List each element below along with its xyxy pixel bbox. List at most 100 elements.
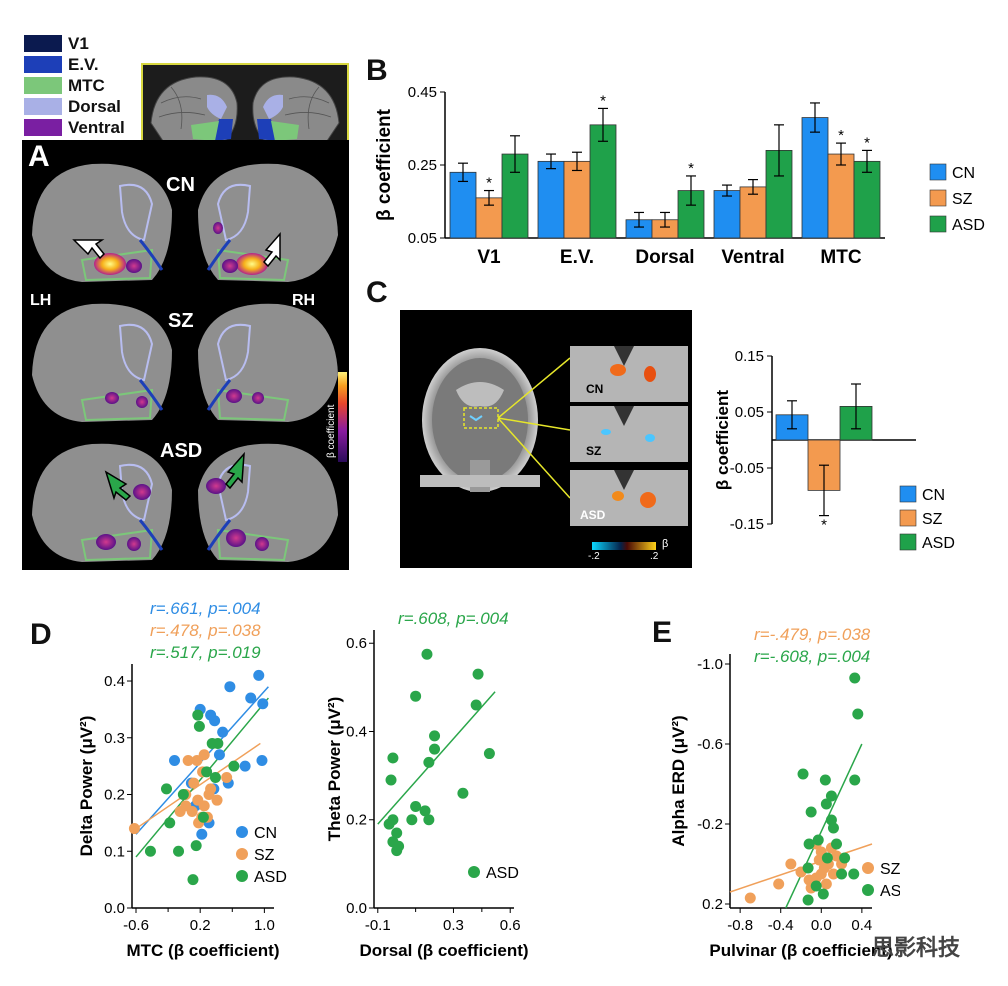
mri-thumb-asd xyxy=(570,470,688,526)
data-point xyxy=(852,708,864,720)
data-point xyxy=(810,880,822,892)
data-point xyxy=(483,748,495,760)
stat-annotation: r=-.608, p=.004 xyxy=(754,647,870,666)
bar xyxy=(537,160,565,239)
data-point xyxy=(164,817,176,829)
legend-label: ASD xyxy=(952,217,985,234)
data-point xyxy=(827,868,839,880)
roi-legend-item: Dorsal xyxy=(24,96,144,117)
stat-annotation: r=.608, p=.004 xyxy=(398,609,509,628)
bar xyxy=(827,153,855,239)
bar xyxy=(589,124,617,239)
legend-marker xyxy=(862,862,874,874)
data-point xyxy=(785,858,797,870)
data-point xyxy=(803,838,815,850)
significance-star: * xyxy=(688,160,694,177)
legend-label: CN xyxy=(952,165,975,182)
green-arrow-right xyxy=(224,451,245,490)
chart-e-pulvinar-alpha: -1.0 -0.6 -0.2 0.2-0.8 -0.4 0.0 0.4 Pulvinar (β… xyxy=(669,625,900,960)
y-tick-label: 0.25 xyxy=(408,157,437,174)
data-point xyxy=(228,760,240,772)
data-point xyxy=(817,888,829,900)
legend-swatch xyxy=(899,533,917,551)
data-point xyxy=(192,709,204,721)
bar xyxy=(739,186,767,239)
data-point xyxy=(820,878,832,890)
legend-marker xyxy=(468,866,480,878)
legend-marker xyxy=(236,826,248,838)
data-point xyxy=(423,756,435,768)
y-axis-label: β coefficient xyxy=(713,390,732,490)
legend-swatch xyxy=(929,215,947,233)
roi-swatch-mtc xyxy=(24,77,62,94)
bar xyxy=(713,190,741,239)
data-point xyxy=(221,771,233,783)
legend-label: SZ xyxy=(952,191,973,208)
bar xyxy=(853,160,881,239)
data-point xyxy=(177,789,189,801)
regression-line xyxy=(377,691,496,825)
x-tick-label: -0.1 xyxy=(365,917,391,934)
x-tick-label: -0.8 xyxy=(727,917,753,934)
data-point xyxy=(205,709,217,721)
y-axis-label: Alpha ERD (μV²) xyxy=(669,715,688,846)
legend-label: SZ xyxy=(922,511,943,528)
y-tick-label: 0.3 xyxy=(104,730,125,747)
data-point xyxy=(209,771,221,783)
data-point xyxy=(827,822,839,834)
data-point xyxy=(744,892,756,904)
y-tick-label: 0.4 xyxy=(104,673,125,690)
roi-legend-item: MTC xyxy=(24,75,144,96)
data-point xyxy=(820,798,832,810)
colorbar-label: β coefficient xyxy=(326,404,337,458)
mri-panel: CN SZ ASD -.2 .2 β xyxy=(400,310,692,568)
y-tick-label: 0.6 xyxy=(346,635,367,652)
y-tick-label: 0.2 xyxy=(346,812,367,829)
significance-star: * xyxy=(600,92,606,109)
y-tick-label: 0.4 xyxy=(346,723,367,740)
chart-d-mtc-delta: 0.0 0.1 0.2 0.3 0.4 -0.6 0.2 1.0 MTC (β coeffici… xyxy=(77,599,287,960)
roi-name: Dorsal xyxy=(68,96,121,116)
data-point xyxy=(198,800,210,812)
data-point xyxy=(385,774,397,786)
data-point xyxy=(239,760,251,772)
legend-label: CN xyxy=(922,487,945,504)
colorbar-c-label: β xyxy=(662,538,669,550)
data-point xyxy=(421,648,433,660)
data-point xyxy=(190,840,202,852)
mri-thumb-cn xyxy=(570,346,688,402)
x-tick-label: 0.3 xyxy=(443,917,464,934)
bar xyxy=(563,160,591,239)
x-tick-label: 0.0 xyxy=(811,917,832,934)
brain-maps: β coefficient xyxy=(32,163,347,562)
data-point xyxy=(391,845,403,857)
data-point xyxy=(201,766,213,778)
data-point xyxy=(805,806,817,818)
legend-label: ASD xyxy=(922,535,955,552)
roi-swatch-v1 xyxy=(24,35,62,52)
roi-name: MTC xyxy=(68,75,105,95)
y-tick-label: 0.1 xyxy=(104,843,125,860)
data-point xyxy=(812,834,824,846)
data-point xyxy=(429,730,441,742)
y-tick-label: 0.0 xyxy=(104,900,125,917)
brain-activation-panel: β coefficient A CN SZ ASD LH RH xyxy=(22,140,349,570)
x-tick-label: -0.4 xyxy=(768,917,794,934)
significance-star: * xyxy=(864,134,870,151)
roi-name: V1 xyxy=(68,33,89,53)
data-point xyxy=(825,790,837,802)
data-point xyxy=(182,754,194,766)
x-tick-label: 0.2 xyxy=(190,917,211,934)
x-tick-label: -0.6 xyxy=(123,917,149,934)
data-point xyxy=(387,752,399,764)
legend-swatch xyxy=(929,163,947,181)
data-point xyxy=(188,777,200,789)
group-label-asd: ASD xyxy=(160,440,203,462)
significance-star: * xyxy=(838,127,844,144)
data-point xyxy=(849,774,861,786)
colorbar-c xyxy=(592,542,656,550)
x-tick-label: 1.0 xyxy=(254,917,275,934)
significance-star: * xyxy=(486,175,492,192)
y-tick-label: -1.0 xyxy=(697,656,723,673)
y-tick-label: 0.2 xyxy=(104,787,125,804)
